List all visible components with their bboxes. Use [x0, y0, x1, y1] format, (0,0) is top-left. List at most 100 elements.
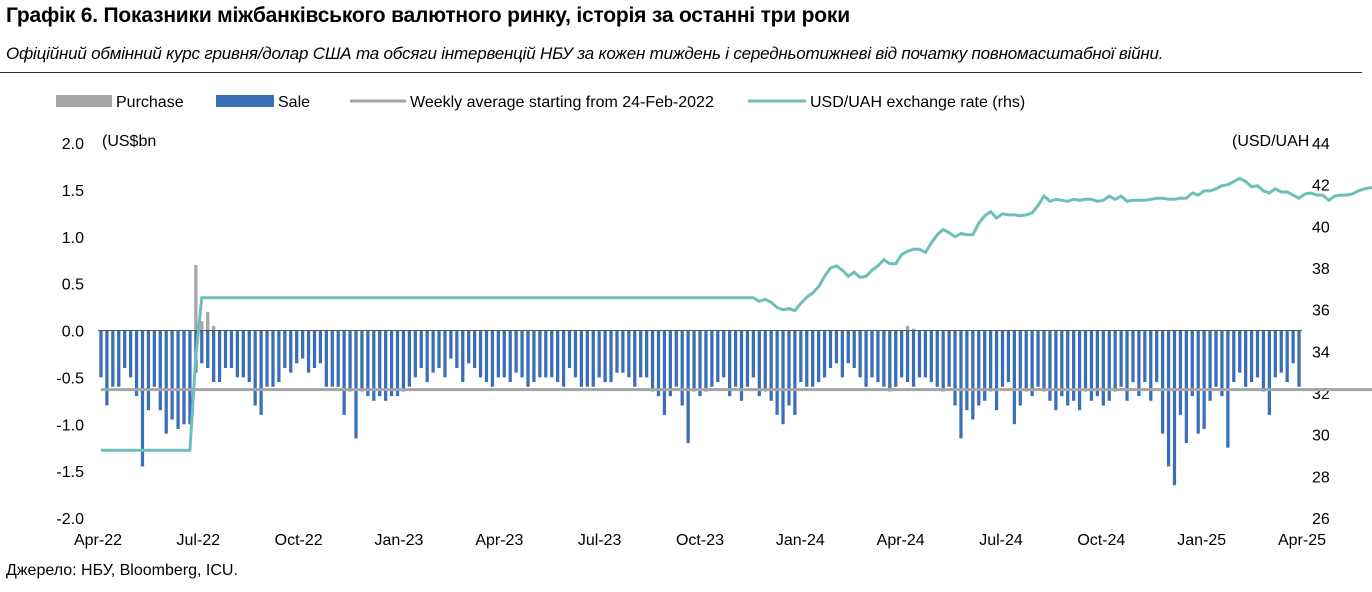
sale-bar — [567, 330, 572, 368]
legend: Purchase Sale Weekly average starting fr… — [56, 94, 1025, 111]
sale-bar — [733, 330, 738, 387]
right-tick-label: 42 — [1312, 178, 1330, 195]
legend-label-average: Weekly average starting from 24-Feb-2022 — [410, 94, 714, 111]
sale-bar — [805, 330, 809, 387]
sale-bar — [644, 330, 649, 378]
sale-bar — [722, 330, 726, 378]
left-tick-label: 1.5 — [62, 183, 84, 200]
sale-bar — [828, 330, 833, 368]
left-tick-label: -0.5 — [56, 370, 84, 387]
purchase-bar — [905, 325, 910, 331]
sale-bar — [787, 330, 791, 406]
sale-bar — [1125, 330, 1129, 401]
x-tick-label: Jan-23 — [375, 532, 424, 549]
sale-bar — [781, 330, 785, 425]
x-tick-label: Jan-25 — [1177, 532, 1226, 549]
source-note: Джерело: НБУ, Bloomberg, ICU. — [6, 562, 238, 579]
sale-bar — [716, 330, 720, 383]
sale-bar — [597, 330, 601, 378]
sale-bar — [449, 330, 453, 359]
sale-bar — [455, 330, 459, 368]
sale-bar — [1202, 330, 1206, 429]
sale-bar — [1077, 330, 1082, 411]
sale-bar — [1196, 330, 1200, 434]
sale-bar — [1172, 330, 1177, 486]
sale-bar — [395, 330, 400, 397]
sale-bar — [1054, 330, 1058, 411]
sale-bar — [1042, 330, 1046, 392]
page-title: Графік 6. Показники міжбанківського валю… — [6, 4, 850, 27]
sale-bar — [775, 330, 779, 415]
left-tick-label: 2.0 — [62, 136, 84, 153]
sale-bar — [206, 330, 210, 368]
sale-bar — [520, 330, 524, 378]
legend-label-rate: USD/UAH exchange rate (rhs) — [810, 94, 1025, 111]
sale-bar — [419, 330, 423, 368]
sale-bar — [182, 330, 186, 425]
sale-bar — [1267, 330, 1272, 415]
sale-bar — [348, 330, 352, 392]
sale-bar — [111, 330, 115, 387]
sale-bar — [1066, 330, 1070, 406]
sale-bar — [1143, 330, 1147, 383]
sale-bar — [573, 330, 578, 378]
sale-bar — [965, 330, 969, 411]
sale-bar — [674, 330, 678, 387]
sale-bar — [1000, 330, 1005, 387]
sale-bar — [1184, 330, 1188, 443]
sale-bar — [99, 330, 103, 378]
sale-bar — [1036, 330, 1040, 387]
sale-bar — [585, 330, 589, 387]
sale-bar — [354, 330, 358, 439]
sale-bar — [1232, 330, 1236, 383]
sale-bar — [271, 330, 275, 387]
right-tick-label: 34 — [1312, 344, 1330, 361]
sale-bar — [1297, 330, 1301, 387]
sale-bar — [1238, 330, 1242, 373]
sale-bar — [959, 330, 963, 439]
sale-bar — [1137, 330, 1141, 397]
x-tick-label: Jul-22 — [177, 532, 221, 549]
sale-bar — [888, 330, 892, 392]
legend-label-purchase: Purchase — [116, 94, 184, 111]
sale-bar — [858, 330, 862, 378]
sale-bar — [1012, 330, 1016, 425]
sale-bar — [289, 330, 293, 373]
sale-bar — [1208, 330, 1212, 401]
sale-bar — [514, 330, 518, 373]
sale-bar — [1155, 330, 1159, 383]
sale-bar — [846, 330, 850, 364]
right-tick-label: 30 — [1312, 428, 1330, 445]
sale-bar — [650, 330, 655, 392]
sale-bar — [1190, 330, 1194, 397]
sale-bar — [176, 330, 180, 429]
sale-bar — [745, 330, 750, 387]
right-tick-label: 44 — [1312, 136, 1330, 153]
sale-bar — [1018, 330, 1022, 406]
sale-bar — [686, 330, 690, 443]
sale-bar — [1214, 330, 1218, 387]
sale-bar — [929, 330, 933, 383]
sale-bar — [1048, 330, 1052, 401]
sale-bar — [1072, 330, 1076, 401]
sale-bar — [330, 330, 334, 387]
purchase-bar — [911, 328, 916, 331]
sale-bar — [983, 330, 987, 401]
sale-bar — [1255, 330, 1260, 378]
sale-bar — [1279, 330, 1283, 373]
sale-bar — [1291, 330, 1295, 364]
sale-bar — [253, 330, 257, 406]
sale-bar — [864, 330, 868, 387]
sale-bar — [1119, 330, 1123, 387]
sale-bar — [579, 330, 584, 387]
sale-bar — [401, 330, 406, 392]
sale-bar — [680, 330, 684, 406]
sale-bar — [342, 330, 346, 415]
sale-bar — [496, 330, 500, 378]
sale-bar — [556, 330, 560, 383]
sale-bar — [1060, 330, 1064, 397]
sale-bar — [502, 330, 506, 378]
sale-bar — [158, 330, 162, 411]
sale-bar — [834, 330, 839, 364]
x-axis-ticks: Apr-22 Jul-22 Oct-22 Jan-23 Apr-23 Jul-23 Oct-… — [74, 532, 1326, 549]
